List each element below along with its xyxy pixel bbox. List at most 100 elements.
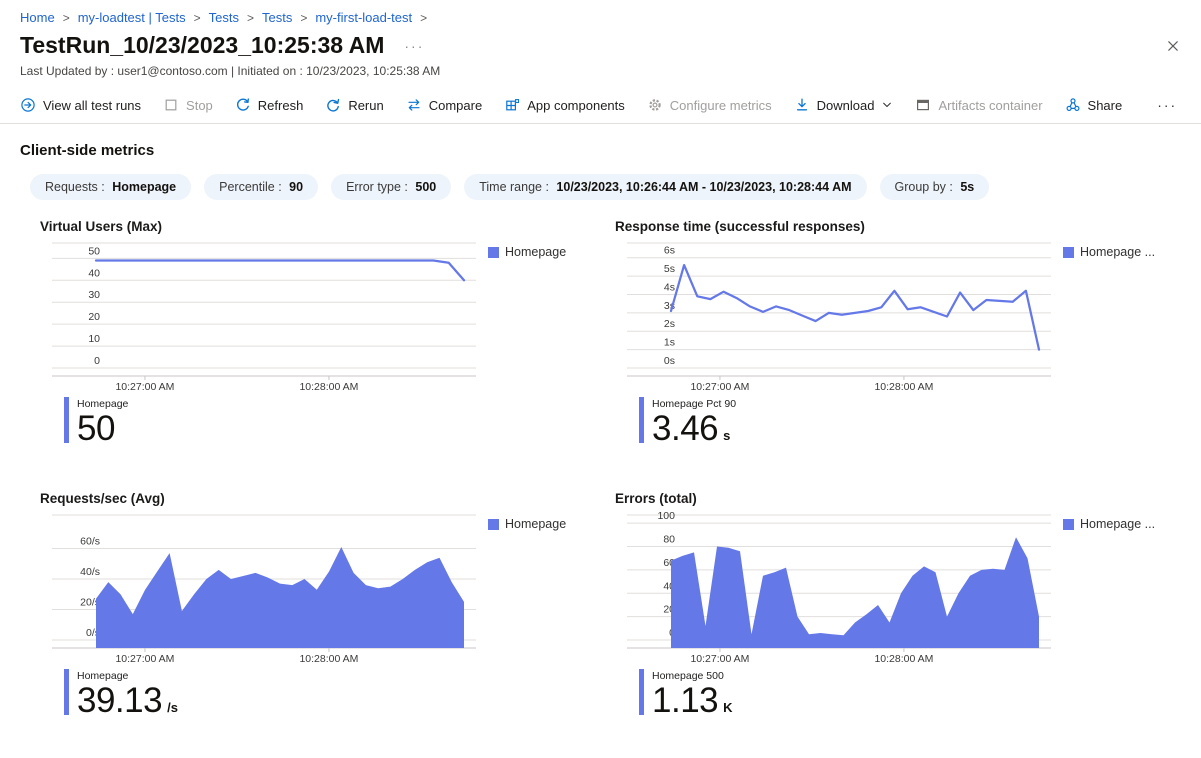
filter-value: Homepage	[112, 180, 177, 194]
app-components-button[interactable]: App components	[493, 87, 636, 123]
stat-card-virtual-users: Homepage 50	[64, 397, 615, 447]
breadcrumb-item-my-first-load-test[interactable]: my-first-load-test	[315, 10, 413, 25]
legend-label: Homepage ...	[1080, 517, 1156, 531]
chart-title: Response time (successful responses)	[615, 219, 865, 234]
filter-separator: :	[400, 180, 412, 194]
toolbar-label: App components	[527, 97, 625, 113]
stat-label: Homepage 500	[652, 670, 724, 682]
stat-unit: K	[723, 700, 733, 715]
breadcrumb-separator: >	[300, 10, 308, 25]
toolbar-label: Artifacts container	[938, 97, 1043, 113]
refresh-button[interactable]: Refresh	[224, 87, 315, 123]
svg-text:40: 40	[88, 267, 100, 279]
breadcrumb-item-tests-2[interactable]: Tests	[208, 10, 239, 25]
legend-label: Homepage	[505, 517, 567, 531]
toolbar-more-button[interactable]: ···	[1157, 97, 1178, 113]
stat-unit: /s	[167, 700, 178, 715]
view-all-test-runs-button[interactable]: View all test runs	[20, 87, 152, 123]
stop-icon	[163, 97, 179, 113]
stat-unit: s	[723, 428, 731, 443]
svg-text:5s: 5s	[664, 263, 675, 275]
svg-text:20: 20	[88, 311, 100, 323]
filter-label: Error type	[346, 180, 401, 194]
title-more-button[interactable]: ···	[404, 37, 425, 54]
breadcrumb-item-my-loadtest-tests[interactable]: my-loadtest | Tests	[77, 10, 186, 25]
download-button[interactable]: Download	[783, 87, 905, 123]
charts-grid: Virtual Users (Max) 0 10 20 30 40 50 10:27:00 …	[0, 200, 1201, 719]
breadcrumb: Home > my-loadtest | Tests > Tests > Tes…	[0, 0, 1201, 25]
chevron-down-icon	[881, 99, 893, 111]
chart-legend[interactable]: Homepage ...	[1063, 517, 1155, 531]
svg-text:60: 60	[663, 557, 675, 569]
svg-text:100: 100	[657, 510, 675, 522]
stat-card-requests-per-sec: Homepage 39.13/s	[64, 669, 615, 719]
toolbar-label: Refresh	[257, 97, 304, 113]
legend-label: Homepage	[505, 245, 567, 259]
breadcrumb-item-tests-3[interactable]: Tests	[261, 10, 293, 25]
toolbar-label: View all test runs	[43, 97, 142, 113]
chart-legend[interactable]: Homepage	[488, 517, 566, 531]
refresh-icon	[235, 97, 251, 113]
filter-label: Requests	[45, 180, 98, 194]
breadcrumb-item-home[interactable]: Home	[20, 10, 55, 25]
stat-bar	[64, 397, 69, 443]
filter-value: 5s	[960, 180, 975, 194]
svg-text:60/s: 60/s	[80, 536, 100, 548]
svg-text:10:27:00 AM: 10:27:00 AM	[115, 653, 174, 665]
svg-text:40/s: 40/s	[80, 566, 100, 578]
filter-pill-error-type[interactable]: Error type : 500	[331, 174, 452, 200]
filter-label: Group by	[894, 180, 946, 194]
breadcrumb-separator: >	[420, 10, 428, 25]
artifacts-container-button: Artifacts container	[904, 87, 1053, 123]
svg-text:0s: 0s	[664, 355, 675, 367]
filter-value: 500	[415, 180, 437, 194]
chart-legend[interactable]: Homepage ...	[1063, 245, 1155, 259]
svg-text:50: 50	[88, 245, 100, 257]
stat-value: 50	[77, 409, 115, 448]
legend-label: Homepage ...	[1080, 245, 1156, 259]
filter-pill-time-range[interactable]: Time range : 10/23/2023, 10:26:44 AM - 1…	[464, 174, 867, 200]
toolbar-label: Rerun	[348, 97, 384, 113]
filter-separator: :	[97, 180, 109, 194]
breadcrumb-separator: >	[246, 10, 254, 25]
svg-text:1s: 1s	[664, 337, 675, 349]
filter-pill-group-by[interactable]: Group by : 5s	[879, 174, 990, 200]
chart-requests-per-sec: Requests/sec (Avg) 0/s 20/s 40/s 60/s 10:27:…	[40, 491, 615, 719]
legend-swatch	[488, 518, 499, 530]
stat-label: Homepage Pct 90	[652, 398, 737, 410]
svg-text:10:27:00 AM: 10:27:00 AM	[690, 381, 749, 393]
stat-bar	[64, 669, 69, 715]
svg-text:4s: 4s	[664, 281, 675, 293]
close-icon	[1165, 38, 1181, 54]
svg-text:0: 0	[94, 355, 100, 367]
rerun-button[interactable]: Rerun	[314, 87, 394, 123]
title-row: TestRun_10/23/2023_10:25:38 AM ···	[0, 25, 1201, 59]
configure-metrics-button: Configure metrics	[636, 87, 783, 123]
share-button[interactable]: Share	[1054, 87, 1134, 123]
close-button[interactable]	[1165, 38, 1181, 54]
svg-text:6s: 6s	[664, 245, 675, 257]
gear-icon	[647, 97, 663, 113]
rerun-icon	[325, 97, 341, 113]
filter-pill-percentile[interactable]: Percentile : 90	[204, 174, 319, 200]
response-time-chart-canvas: 0s 1s 2s 3s 4s 5s 6s 10:27:00 AM 10:28:00 AM	[627, 242, 1051, 393]
stat-label: Homepage	[77, 398, 129, 410]
page-title: TestRun_10/23/2023_10:25:38 AM	[20, 32, 385, 58]
section-title-client-side-metrics: Client-side metrics	[20, 142, 155, 159]
svg-text:2s: 2s	[664, 318, 675, 330]
chart-legend[interactable]: Homepage	[488, 245, 566, 259]
toolbar-label: Configure metrics	[669, 97, 772, 113]
stat-card-errors: Homepage 500 1.13 K	[639, 669, 1175, 719]
chart-errors: Errors (total) 02040608010010:27:00 AM10…	[615, 491, 1175, 719]
filter-value: 90	[289, 180, 304, 194]
legend-swatch	[1063, 246, 1074, 258]
compare-button[interactable]: Compare	[395, 87, 493, 123]
toolbar: View all test runs Stop Refresh Rerun Co…	[0, 87, 1201, 124]
legend-swatch	[488, 246, 499, 258]
chart-virtual-users: Virtual Users (Max) 0 10 20 30 40 50 10:27:00 …	[40, 219, 615, 447]
filter-pill-requests[interactable]: Requests : Homepage	[30, 174, 192, 200]
chart-title: Requests/sec (Avg)	[40, 491, 165, 506]
svg-text:10:28:00 AM: 10:28:00 AM	[299, 381, 358, 393]
svg-text:10:27:00 AM: 10:27:00 AM	[115, 381, 174, 393]
